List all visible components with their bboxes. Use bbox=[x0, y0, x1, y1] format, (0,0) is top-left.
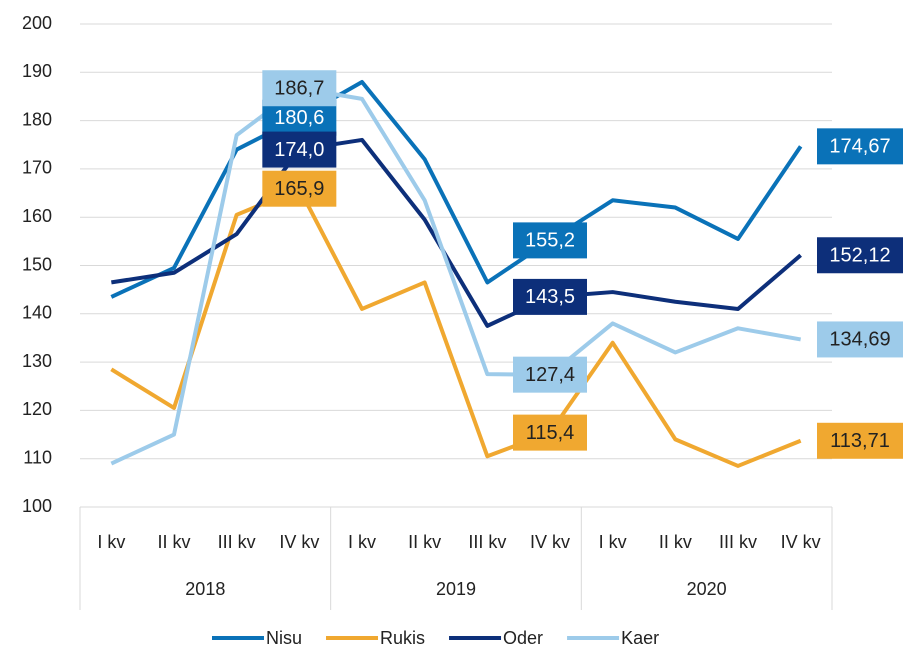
data-label: 143,5 bbox=[525, 286, 575, 308]
group-label: 2020 bbox=[687, 579, 727, 599]
x-tick-label: IV kv bbox=[530, 532, 570, 552]
data-label: 165,9 bbox=[274, 178, 324, 200]
data-label: 180,6 bbox=[274, 107, 324, 129]
y-tick-label: 130 bbox=[22, 351, 52, 371]
data-label-box bbox=[513, 356, 587, 393]
x-tick-label: I kv bbox=[599, 532, 627, 552]
y-tick-label: 180 bbox=[22, 109, 52, 129]
y-tick-label: 100 bbox=[22, 496, 52, 516]
data-label-box bbox=[817, 321, 903, 358]
data-label-box bbox=[262, 170, 337, 207]
y-tick-label: 170 bbox=[22, 158, 52, 178]
x-tick-label: II kv bbox=[659, 532, 692, 552]
y-tick-label: 190 bbox=[22, 61, 52, 81]
x-tick-label: I kv bbox=[97, 532, 125, 552]
data-label: 174,67 bbox=[829, 136, 890, 158]
data-label-box bbox=[262, 70, 337, 107]
data-label-box bbox=[513, 414, 587, 451]
data-label: 152,12 bbox=[829, 245, 890, 267]
y-tick-label: 150 bbox=[22, 254, 52, 274]
y-tick-label: 120 bbox=[22, 399, 52, 419]
x-tick-label: III kv bbox=[218, 532, 256, 552]
data-label-box bbox=[817, 422, 903, 459]
x-tick-label: III kv bbox=[719, 532, 757, 552]
y-tick-label: 200 bbox=[22, 13, 52, 33]
y-tick-label: 140 bbox=[22, 303, 52, 323]
data-label-box bbox=[817, 237, 903, 274]
data-label: 174,0 bbox=[274, 139, 324, 161]
series-line bbox=[110, 186, 802, 468]
series-line bbox=[110, 86, 802, 466]
legend-label: Kaer bbox=[621, 628, 659, 648]
x-tick-label: IV kv bbox=[279, 532, 319, 552]
x-tick-label: III kv bbox=[468, 532, 506, 552]
y-tick-label: 160 bbox=[22, 206, 52, 226]
series-line bbox=[110, 79, 803, 299]
group-label: 2018 bbox=[185, 579, 225, 599]
data-label: 186,7 bbox=[274, 78, 324, 100]
y-tick-label: 110 bbox=[23, 447, 52, 467]
data-label: 155,2 bbox=[525, 230, 575, 252]
series-line bbox=[111, 137, 802, 328]
data-label: 134,69 bbox=[829, 329, 890, 351]
data-label-box bbox=[262, 131, 337, 168]
x-tick-label: I kv bbox=[348, 532, 376, 552]
data-label: 127,4 bbox=[525, 364, 575, 386]
data-label-box bbox=[817, 128, 903, 165]
data-label: 113,71 bbox=[830, 430, 890, 452]
legend-label: Oder bbox=[503, 628, 543, 648]
data-label: 115,4 bbox=[526, 422, 575, 444]
x-tick-label: IV kv bbox=[781, 532, 821, 552]
x-tick-label: II kv bbox=[157, 532, 190, 552]
data-label-box bbox=[513, 222, 587, 259]
data-label-box bbox=[513, 278, 587, 315]
group-label: 2019 bbox=[436, 579, 476, 599]
legend-label: Nisu bbox=[266, 628, 302, 648]
x-tick-label: II kv bbox=[408, 532, 441, 552]
legend-label: Rukis bbox=[380, 628, 425, 648]
